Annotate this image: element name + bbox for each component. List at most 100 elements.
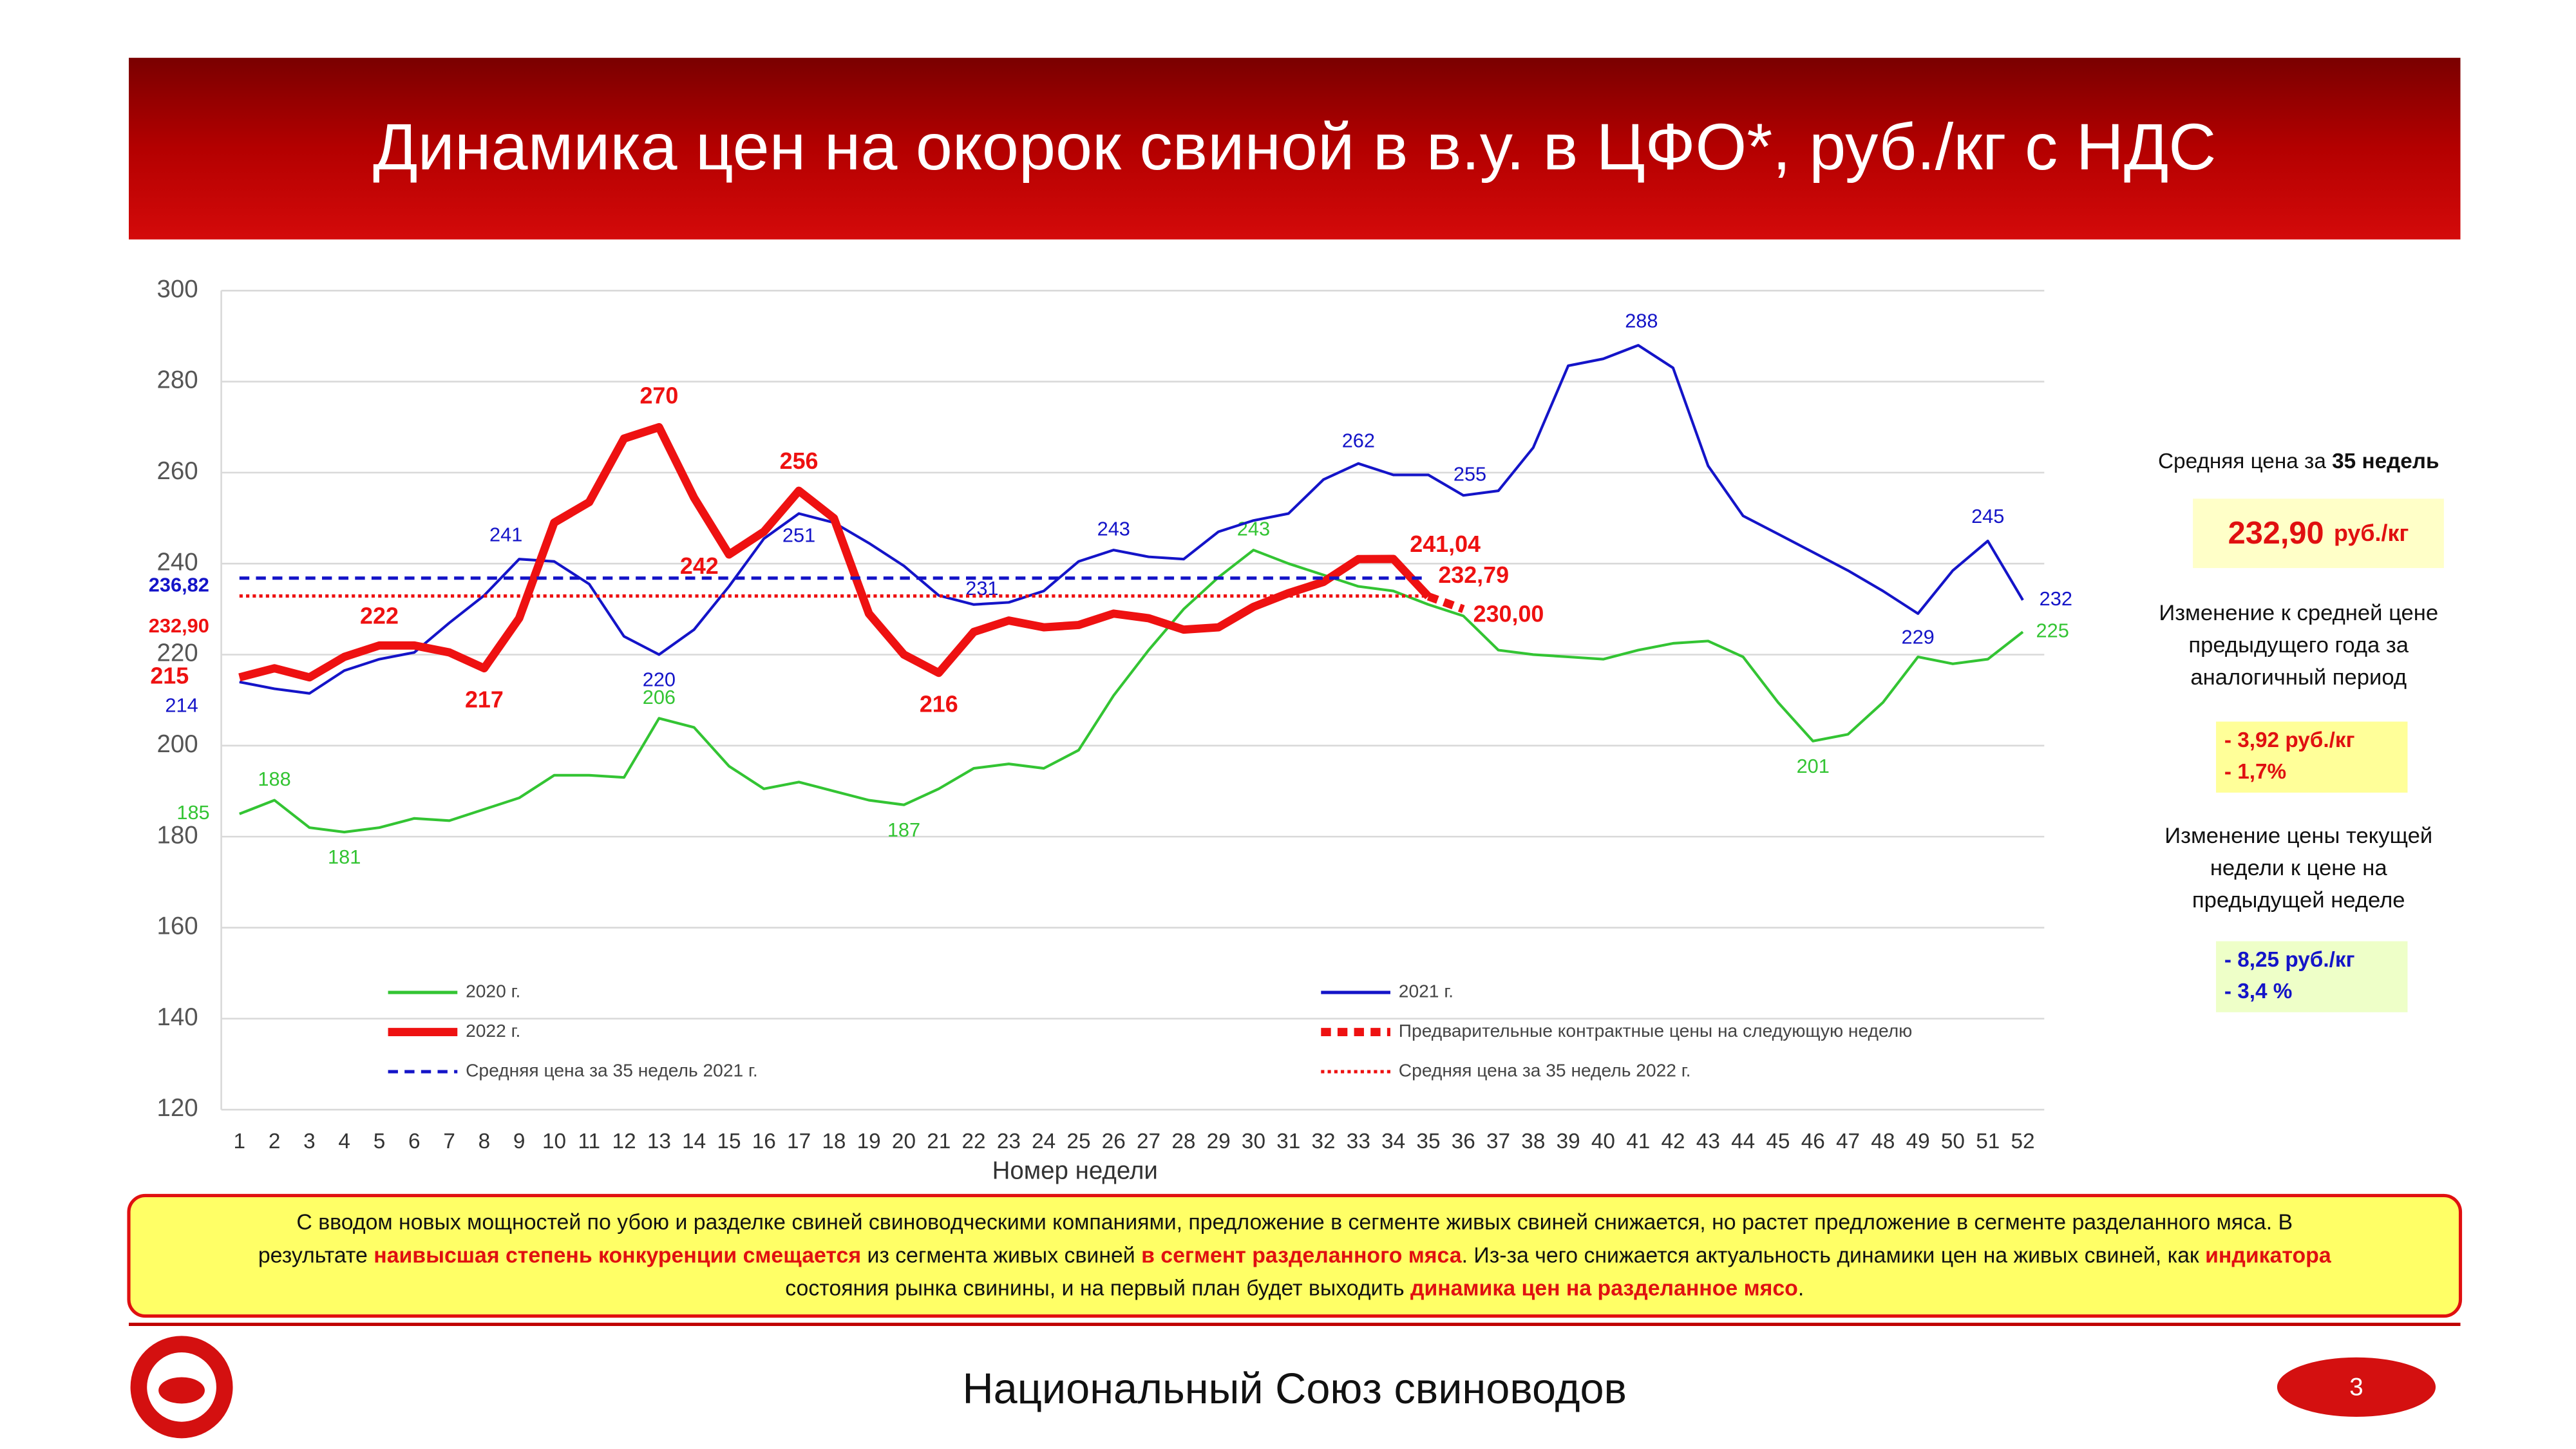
x-tick-label: 51 xyxy=(1976,1130,2000,1153)
data-label: 222 xyxy=(360,603,399,629)
x-axis-label: Номер недели xyxy=(992,1157,1158,1185)
x-tick-label: 20 xyxy=(892,1130,916,1153)
caption-part: Средняя цена за xyxy=(2158,450,2332,473)
note-text: из сегмента живых свиней xyxy=(861,1243,1141,1267)
note-emphasis: индикатора xyxy=(2205,1243,2332,1267)
change-value: - 3,4 % xyxy=(2224,980,2293,1003)
x-tick-label: 11 xyxy=(578,1130,600,1153)
legend-label: 2022 г. xyxy=(466,1020,520,1041)
x-tick-label: 6 xyxy=(408,1130,421,1153)
x-tick-label: 41 xyxy=(1626,1130,1650,1153)
avg-unit: руб./кг xyxy=(2334,520,2409,546)
title: Динамика цен на окорок свиной в в.у. в Ц… xyxy=(373,109,2216,184)
legend-label: 2020 г. xyxy=(466,980,520,1001)
x-tick-label: 24 xyxy=(1032,1130,1056,1153)
data-label: 241,04 xyxy=(1410,531,1481,557)
data-label: 256 xyxy=(780,448,819,474)
x-tick-label: 35 xyxy=(1416,1130,1440,1153)
x-tick-label: 2 xyxy=(269,1130,281,1153)
y-tick-label: 240 xyxy=(157,548,198,576)
data-label: 215 xyxy=(150,663,189,688)
x-tick-label: 8 xyxy=(478,1130,491,1153)
legend-label: Предварительные контрактные цены на след… xyxy=(1399,1020,1913,1041)
logo-pig xyxy=(158,1377,205,1404)
x-tick-label: 28 xyxy=(1171,1130,1195,1153)
x-tick-label: 29 xyxy=(1207,1130,1231,1153)
x-tick-label: 44 xyxy=(1731,1130,1755,1153)
panel-caption: недели к цене на xyxy=(2210,856,2388,880)
side-panel: Средняя цена за 35 недель 232,90 руб./кг Из… xyxy=(2158,450,2444,1012)
x-tick-label: 38 xyxy=(1521,1130,1545,1153)
x-tick-label: 17 xyxy=(787,1130,811,1153)
page-number: 3 xyxy=(2349,1374,2363,1401)
x-tick-label: 25 xyxy=(1066,1130,1090,1153)
x-tick-label: 23 xyxy=(997,1130,1021,1153)
data-label: 181 xyxy=(328,846,361,868)
note-emphasis: динамика цен на разделанное мясо xyxy=(1410,1276,1798,1301)
x-tick-label: 40 xyxy=(1591,1130,1615,1153)
logo xyxy=(130,1336,233,1439)
x-tick-label: 12 xyxy=(612,1130,636,1153)
y-tick-label: 120 xyxy=(157,1094,198,1122)
note-text: . Из-за чего снижается актуальность дина… xyxy=(1462,1243,2206,1267)
x-tick-label: 1 xyxy=(234,1130,246,1153)
series-line xyxy=(238,422,1432,682)
x-tick-label: 32 xyxy=(1312,1130,1336,1153)
x-tick-label: 45 xyxy=(1766,1130,1790,1153)
data-label: 243 xyxy=(1097,517,1130,540)
avg-caption: Средняя цена за 35 недель xyxy=(2158,450,2439,473)
data-label: 188 xyxy=(258,768,290,790)
x-tick-label: 33 xyxy=(1347,1130,1370,1153)
note-text: состояния рынка свинины, и на первый пла… xyxy=(785,1276,1410,1301)
y-tick-label: 260 xyxy=(157,457,198,485)
x-tick-label: 46 xyxy=(1801,1130,1825,1153)
header-bar xyxy=(129,57,2461,240)
data-label: 270 xyxy=(639,383,678,409)
x-tick-label: 34 xyxy=(1381,1130,1405,1153)
change-box xyxy=(2216,941,2408,1012)
x-tick-label: 43 xyxy=(1696,1130,1720,1153)
y-tick-label: 300 xyxy=(157,275,198,303)
y-tick-label: 160 xyxy=(157,913,198,940)
x-tick-label: 7 xyxy=(443,1130,455,1153)
legend-label: Средняя цена за 35 недель 2022 г. xyxy=(1399,1060,1691,1081)
panel-caption: предыдущей неделе xyxy=(2192,888,2405,913)
x-tick-label: 22 xyxy=(962,1130,986,1153)
change-value: - 8,25 руб./кг xyxy=(2224,948,2355,972)
change-box xyxy=(2216,721,2408,793)
x-tick-label: 9 xyxy=(513,1130,526,1153)
x-tick-label: 18 xyxy=(822,1130,846,1153)
x-tick-label: 30 xyxy=(1242,1130,1265,1153)
data-label: 232 xyxy=(2040,587,2072,610)
x-tick-label: 50 xyxy=(1941,1130,1965,1153)
note-text: С вводом новых мощностей по убою и разде… xyxy=(296,1210,2293,1235)
x-tick-label: 16 xyxy=(752,1130,776,1153)
series-line xyxy=(239,549,2024,834)
data-label: 217 xyxy=(465,687,504,712)
panel-caption: аналогичный период xyxy=(2190,665,2407,690)
y-tick-label: 220 xyxy=(157,639,198,667)
data-label: 187 xyxy=(887,819,920,841)
data-label: 242 xyxy=(680,553,719,579)
legend-label: Средняя цена за 35 недель 2021 г. xyxy=(466,1060,758,1081)
panel-caption: предыдущего года за xyxy=(2188,633,2409,658)
note-line: С вводом новых мощностей по убою и разде… xyxy=(296,1210,2293,1235)
data-label: 230,00 xyxy=(1473,601,1544,627)
data-label: 216 xyxy=(920,692,958,717)
change-value: - 1,7% xyxy=(2224,760,2286,784)
y-tick-label: 280 xyxy=(157,366,198,394)
data-label: 229 xyxy=(1901,626,1934,649)
note-emphasis: в сегмент разделанного мяса xyxy=(1141,1243,1463,1267)
x-tick-label: 13 xyxy=(647,1130,671,1153)
caption-part: 35 недель xyxy=(2332,450,2439,473)
x-tick-label: 47 xyxy=(1836,1130,1860,1153)
data-label: 262 xyxy=(1342,430,1375,452)
x-tick-label: 42 xyxy=(1662,1130,1685,1153)
footer-org: Национальный Союз свиноводов xyxy=(963,1365,1627,1413)
note-line: результате наивысшая степень конкуренции… xyxy=(258,1243,2332,1267)
note-line: состояния рынка свинины, и на первый пла… xyxy=(785,1276,1804,1301)
data-label: 236,82 xyxy=(149,574,209,596)
data-label: 241 xyxy=(489,523,522,545)
